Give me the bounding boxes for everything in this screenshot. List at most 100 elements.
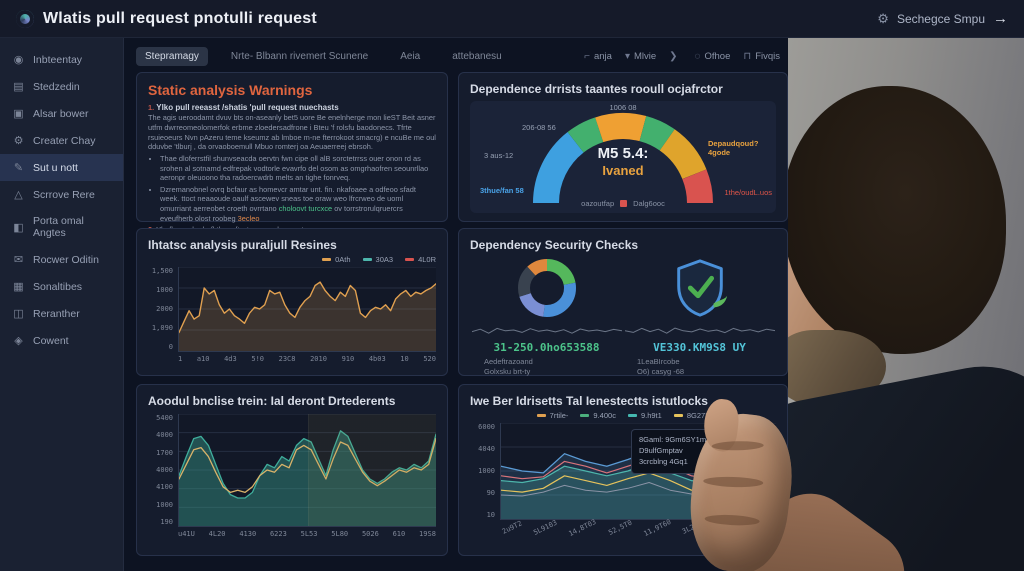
legend-label: 9.h9t1	[640, 411, 662, 420]
toolbar-action[interactable]: ⊓ Fivqis	[743, 51, 780, 62]
app-logo-icon	[16, 9, 34, 28]
x-axis: u41U 4L20 4130 6223 5L53 5L80 5026 610 19S8	[148, 527, 436, 538]
gauge-tick-label: 1006 08	[609, 103, 637, 112]
legend-swatch-icon	[673, 414, 683, 417]
tab[interactable]: Stepramagy	[136, 46, 208, 66]
tooltip-line: 8Gaml: 9Gm6SY1m	[639, 435, 707, 444]
toolbar-action[interactable]: ❯	[669, 51, 681, 62]
x-tick: 23C8	[278, 355, 296, 363]
y-tick: 4000	[156, 431, 173, 440]
gauge-area: M5 5.4: Ivaned 1006 08 206-08 56 3 aus-12 3…	[470, 101, 776, 213]
panel-title: Ihtatsc analysis puraljull Resines	[148, 238, 337, 252]
sidebar-item[interactable]: ▣ Alsar bower	[0, 100, 123, 127]
x-tick: 5!0	[251, 355, 265, 363]
legend-label: 7rtile-	[549, 411, 569, 420]
panel-title: Dependence drrists taantes rooull ocjafr…	[470, 82, 723, 96]
toolbar-action[interactable]: ▾ Mlvie	[625, 51, 656, 62]
x-tick: 4L20	[208, 530, 226, 538]
x-tick: 910	[341, 355, 355, 363]
y-tick: 0	[168, 343, 173, 351]
sidebar-item[interactable]: ◫ Reranther	[0, 300, 123, 327]
hand-crease	[711, 440, 764, 451]
sidebar-item-label: Cowent	[33, 334, 69, 347]
y-tick: 4100	[156, 483, 173, 492]
toolbar-action[interactable]: ◌ Ofhoe	[695, 51, 731, 62]
sidebar-item[interactable]: ◉ Inbteentay	[0, 46, 123, 73]
sidebar-item-label: Scrrove Rere	[33, 188, 95, 201]
tab[interactable]: Nrte- Blbann rivemert Scunene	[230, 50, 369, 62]
sidebar-item[interactable]: ⚙ Creater Chay	[0, 127, 123, 154]
gauge-center: M5 5.4: Ivaned	[470, 145, 776, 178]
x-tick: 11,9T60	[642, 517, 673, 539]
y-tick: 1000	[156, 500, 173, 509]
sidebar-item[interactable]: ✉ Rocwer Oditin	[0, 246, 123, 273]
warning-paragraph: The agis ueroodamt dvuv bts on-aseanly b…	[148, 113, 436, 152]
sidebar-item[interactable]: △ Scrrove Rere	[0, 181, 123, 208]
y-tick: 2000	[156, 305, 173, 313]
page-title: Wlatis pull request pnotulli request	[43, 9, 317, 27]
sparkline	[624, 322, 775, 338]
toolbar-action-icon: ⌐	[584, 50, 590, 62]
gauge-legend-left: oazoutfap	[581, 199, 615, 208]
security-value: 31-250.0ho653588	[493, 341, 600, 354]
warning-heading: Ylko pull reeasst /shatis 'pull request …	[156, 103, 339, 112]
y-tick: 10	[486, 511, 495, 519]
sparkline	[471, 322, 622, 338]
y-tick: 6000	[478, 423, 495, 431]
legend-swatch-icon	[362, 258, 372, 261]
sidebar-item[interactable]: ✎ Sut u nott	[0, 154, 123, 181]
sidebar-item[interactable]: ◈ Cowent	[0, 327, 123, 354]
x-tick: 4d3	[224, 355, 237, 363]
x-tick: 6223	[269, 530, 287, 538]
security-subtext: Aedeftrazoand Golxsku brt-ty	[484, 357, 533, 377]
warnings-body: 1. Ylko pull reeasst /shatis 'pull reque…	[148, 103, 436, 235]
x-tick: 14,8T03	[567, 517, 598, 539]
sidebar-item-label: Alsar bower	[33, 107, 89, 120]
x-tick: 2u9T2	[500, 519, 524, 536]
legend-swatch-icon	[322, 258, 332, 261]
sidebar-item-label: Rocwer Oditin	[33, 253, 99, 266]
sidebar-item-label: Inbteentay	[33, 53, 83, 66]
person-hair	[788, 86, 1006, 354]
sidebar-item-icon: ▦	[13, 281, 24, 293]
legend-item: 4L0R	[405, 255, 436, 264]
legend-item: 30A3	[362, 255, 394, 264]
sidebar-item-icon: ✉	[13, 254, 24, 266]
hand-crease	[703, 475, 764, 489]
panel-area-trend: Aoodul bnclise trein: Ial deront Drteder…	[136, 384, 448, 556]
gauge-legend-right: Dalg6ooc	[633, 199, 665, 208]
sidebar-item[interactable]: ◧ Porta omal Angtes	[0, 208, 123, 246]
legend-label: 9.400c	[593, 411, 616, 420]
security-check-left: 31-250.0ho653588 Aedeftrazoand Golxsku b…	[470, 257, 623, 377]
y-tick: 1700	[156, 448, 173, 457]
legend-item: 8G273	[673, 411, 709, 420]
hand-crease	[704, 513, 760, 527]
chart-legend: 7rtile- 9.400c 9.h9t1 8G273	[470, 411, 776, 420]
y-tick: 4000	[156, 465, 173, 474]
legend-label: 30A3	[375, 255, 394, 264]
sidebar-item[interactable]: ▦ Sonaltibes	[0, 273, 123, 300]
tooltip-line: 3crcblng 4Gq1	[639, 456, 688, 466]
sidebar-item-label: Sut u nott	[33, 161, 78, 174]
legend-label: 4L0R	[418, 255, 436, 264]
sidebar-item-icon: ▤	[13, 81, 24, 93]
warning-bullet: Dzremanobnel ovrq bcfaur as homevcr amta…	[160, 185, 436, 224]
settings-link[interactable]: ⚙ Sechegce Smpu →	[877, 10, 1008, 27]
tab[interactable]: attebanesu	[452, 50, 502, 62]
x-tick: a10	[196, 355, 210, 363]
bullet-text: Dzremanobnel ovrq bcfaur as homevcr amta…	[160, 184, 416, 214]
sidebar-item-icon: ⚙	[13, 135, 24, 147]
toolbar-action[interactable]: ⌐ anja	[584, 51, 612, 62]
x-tick: 520	[423, 355, 436, 363]
header-bar: Wlatis pull request pnotulli request ⚙ S…	[0, 0, 1024, 38]
leaf-icon	[713, 295, 727, 308]
legend-item: 9.h9t1	[627, 411, 662, 420]
tab[interactable]: Aeia	[400, 50, 421, 62]
sidebar: ◉ Inbteentay ▤ Stedzedin ▣ Alsar bower ⚙…	[0, 38, 124, 571]
gauge-chart	[528, 111, 718, 207]
toolbar-action-label: anja	[593, 50, 612, 62]
bullet-orange-accent: 3ecleo	[237, 213, 260, 223]
toolbar-action-icon: ❯	[669, 50, 678, 62]
sidebar-item[interactable]: ▤ Stedzedin	[0, 73, 123, 100]
